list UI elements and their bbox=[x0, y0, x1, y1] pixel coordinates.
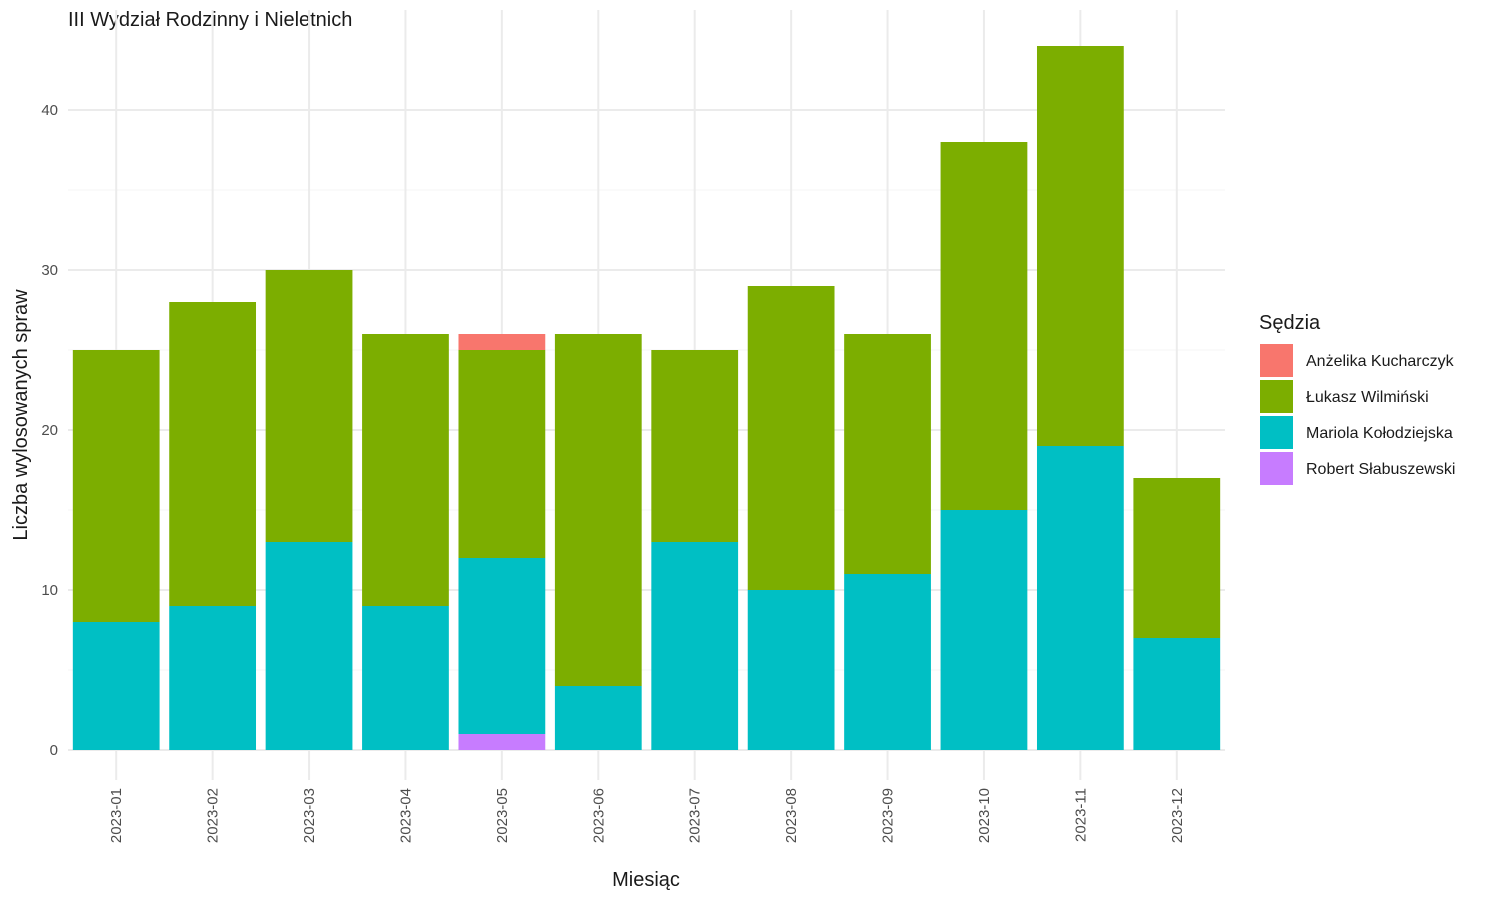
bar-segment bbox=[72, 350, 160, 622]
bar-segment bbox=[1133, 478, 1221, 638]
legend-key bbox=[1260, 344, 1293, 377]
bar-segment bbox=[844, 334, 931, 574]
bar-segment bbox=[1133, 638, 1221, 750]
x-tick-label: 2023-02 bbox=[205, 788, 222, 843]
x-tick-label: 2023-11 bbox=[1072, 788, 1089, 842]
legend-label: Łukasz Wilmiński bbox=[1306, 389, 1429, 406]
y-tick-label: 30 bbox=[41, 262, 58, 279]
x-tick-label: 2023-01 bbox=[108, 788, 125, 843]
y-tick-label: 0 bbox=[50, 742, 58, 759]
x-axis-ticks: 2023-01 2023-02 2023-03 2023-04 2023-05 2023-… bbox=[108, 788, 1186, 843]
x-tick-label: 2023-06 bbox=[590, 788, 607, 843]
x-tick-label: 2023-07 bbox=[687, 788, 704, 843]
y-tick-label: 20 bbox=[41, 422, 58, 439]
x-tick-label: 2023-05 bbox=[494, 788, 511, 843]
legend-label: Anżelika Kucharczyk bbox=[1306, 353, 1455, 370]
chart-title: III Wydział Rodzinny i Nieletnich bbox=[68, 9, 352, 31]
bar-segment bbox=[169, 606, 257, 750]
legend: Sędzia Anżelika Kucharczyk Łukasz Wilmińs… bbox=[1259, 312, 1455, 485]
bar-segment bbox=[458, 558, 546, 734]
bar-segment bbox=[651, 542, 739, 750]
legend-key bbox=[1260, 452, 1293, 485]
bar-segment bbox=[940, 142, 1028, 510]
bar-segment bbox=[362, 334, 449, 606]
bar-segment bbox=[265, 542, 353, 750]
x-axis-title: Miesiąc bbox=[612, 869, 680, 891]
bars bbox=[72, 46, 1221, 750]
bar-segment bbox=[747, 590, 835, 750]
x-tick-label: 2023-09 bbox=[880, 788, 897, 843]
x-tick-label: 2023-04 bbox=[397, 788, 414, 843]
bar-segment bbox=[554, 334, 642, 686]
x-tick-label: 2023-12 bbox=[1169, 788, 1186, 843]
bar-segment bbox=[651, 350, 739, 542]
legend-key bbox=[1260, 380, 1293, 413]
bar-segment bbox=[72, 622, 160, 750]
bar-segment bbox=[458, 734, 546, 750]
bar-segment bbox=[169, 302, 257, 606]
x-tick-label: 2023-03 bbox=[301, 788, 318, 843]
bar-segment bbox=[844, 574, 931, 750]
bar-segment bbox=[458, 334, 546, 350]
legend-key bbox=[1260, 416, 1293, 449]
bar-segment bbox=[747, 286, 835, 590]
bar-segment bbox=[1036, 446, 1124, 750]
legend-label: Mariola Kołodziejska bbox=[1306, 425, 1453, 442]
x-tick-label: 2023-08 bbox=[783, 788, 800, 843]
bar-segment bbox=[362, 606, 449, 750]
y-axis-title: Liczba wylosowanych spraw bbox=[10, 289, 32, 541]
y-tick-label: 40 bbox=[41, 102, 58, 119]
x-tick-label: 2023-10 bbox=[976, 788, 993, 843]
bar-segment bbox=[458, 350, 546, 558]
legend-label: Robert Słabuszewski bbox=[1306, 461, 1455, 478]
bar-segment bbox=[265, 270, 353, 542]
legend-title: Sędzia bbox=[1259, 312, 1321, 334]
y-axis-ticks: 0 10 20 30 40 bbox=[41, 102, 58, 759]
bar-segment bbox=[940, 510, 1028, 750]
bar-segment bbox=[1036, 46, 1124, 446]
bar-segment bbox=[554, 686, 642, 750]
y-tick-label: 10 bbox=[41, 582, 58, 599]
